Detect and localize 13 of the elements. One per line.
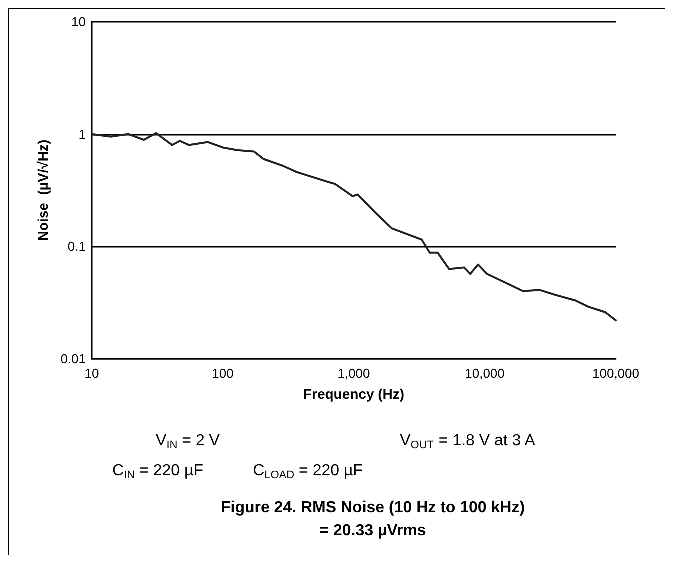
x-tick-label: 100 xyxy=(212,366,234,381)
y-tick-label: 0.1 xyxy=(68,239,86,254)
x-tick-label: 1,000 xyxy=(338,366,370,381)
text: = 20.33 µVrms xyxy=(320,522,426,540)
y-tick-label: 1 xyxy=(78,126,86,142)
x-tick-label: 100,000 xyxy=(592,366,640,381)
text: Figure 24. RMS Noise (10 Hz to 100 kHz) xyxy=(220,500,526,516)
x-tick-label: 10 xyxy=(84,366,100,381)
x-tick-label: 10,000 xyxy=(465,366,505,381)
y-tick-label: 0.01 xyxy=(60,352,86,366)
y-axis-title: Noise (µV/√Hz) xyxy=(34,140,51,242)
x-axis-title: Frequency (Hz) xyxy=(303,386,405,402)
y-tick-label: 10 xyxy=(72,14,86,30)
